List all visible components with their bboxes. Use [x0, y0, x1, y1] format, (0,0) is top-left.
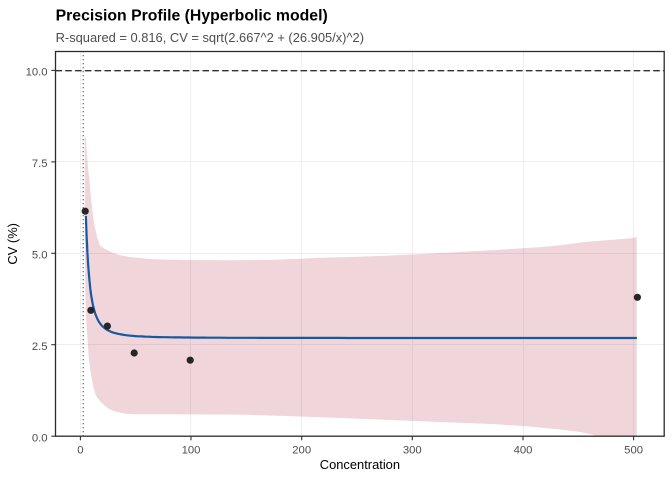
svg-text:7.5: 7.5	[32, 158, 48, 170]
svg-text:0: 0	[77, 444, 83, 456]
svg-text:300: 300	[403, 444, 422, 456]
svg-text:R-squared = 0.816, CV = sqrt(2: R-squared = 0.816, CV = sqrt(2.667^2 + (…	[56, 30, 364, 45]
svg-text:CV (%): CV (%)	[5, 223, 20, 265]
svg-text:200: 200	[292, 444, 311, 456]
svg-text:Concentration: Concentration	[320, 457, 400, 472]
svg-text:400: 400	[514, 444, 533, 456]
svg-text:Precision Profile (Hyperbolic: Precision Profile (Hyperbolic model)	[56, 8, 328, 25]
svg-text:5.0: 5.0	[32, 250, 48, 262]
svg-text:10.0: 10.0	[26, 67, 48, 79]
svg-text:2.5: 2.5	[32, 341, 48, 353]
svg-text:0.0: 0.0	[32, 433, 48, 445]
svg-text:100: 100	[182, 444, 201, 456]
svg-text:500: 500	[624, 444, 643, 456]
